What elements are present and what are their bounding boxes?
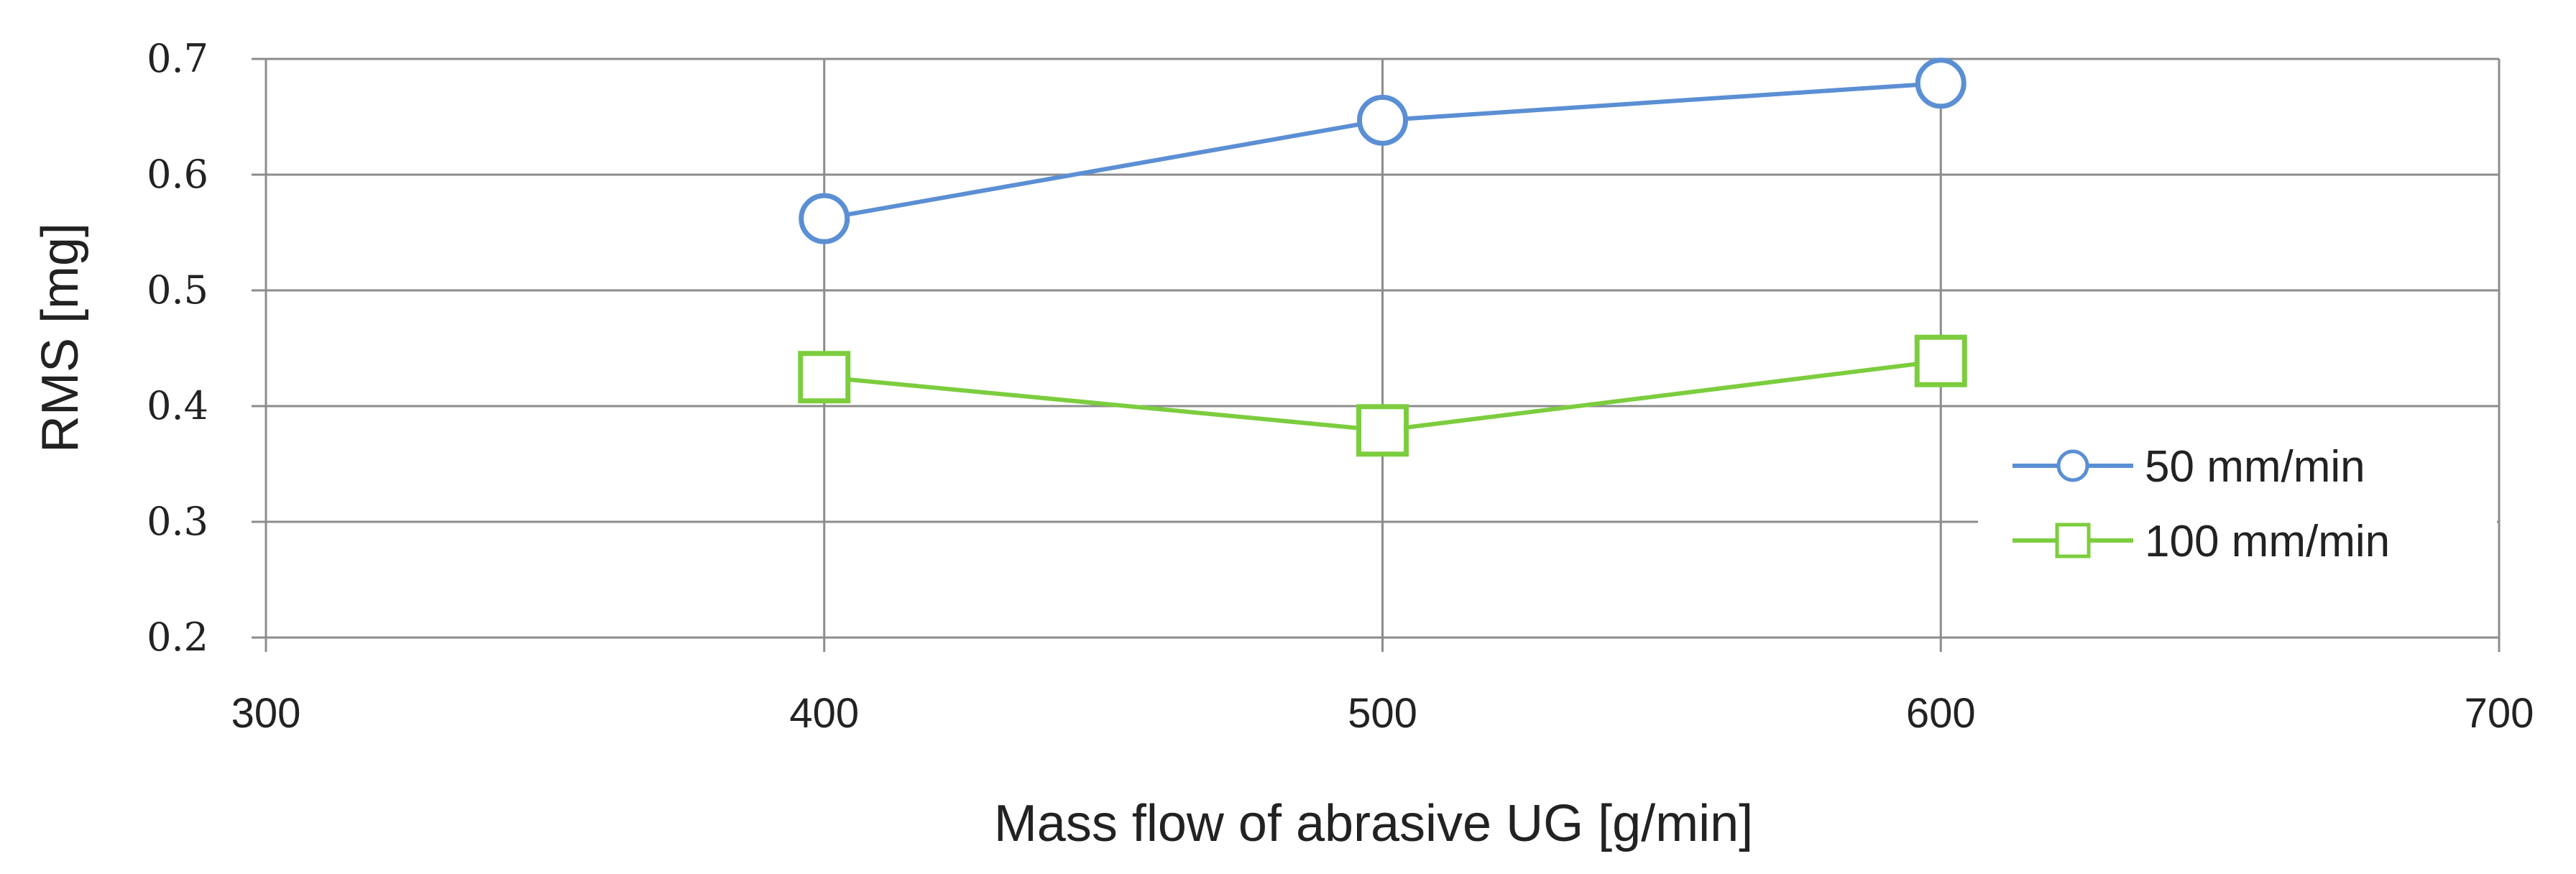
series-50-mm-min (799, 58, 1966, 244)
data-point-square (1914, 334, 1967, 387)
y-axis-title: RMS [mg] (32, 223, 89, 453)
tick-labels: 0.2 0.3 0.4 0.5 0.6 0.7 300 400 500 600 700 (147, 36, 2534, 737)
series-layer (798, 58, 1967, 457)
legend-marker-square (2055, 523, 2091, 558)
legend-marker-circle (2056, 449, 2089, 482)
data-point-circle (1357, 94, 1408, 146)
y-tick-label: 0.5 (147, 267, 208, 313)
legend-item-50-mm-min: 50 mm/min (2012, 442, 2365, 492)
x-tick-label: 300 (231, 690, 301, 737)
legend: 50 mm/min 100 mm/min (1978, 418, 2497, 582)
x-tick-label: 700 (2465, 690, 2534, 737)
legend-item-100-mm-min: 100 mm/min (2012, 517, 2390, 566)
y-tick-label: 0.6 (147, 152, 208, 197)
x-tick-label: 600 (1906, 690, 1976, 737)
x-tick-label: 400 (789, 690, 859, 737)
data-point-circle (799, 193, 850, 244)
data-point-square (798, 351, 851, 404)
legend-label: 50 mm/min (2145, 442, 2365, 492)
data-point-circle (1915, 58, 1966, 109)
x-axis-title: Mass flow of abrasive UG [g/min] (994, 795, 1753, 852)
y-tick-label: 0.3 (147, 499, 208, 544)
series-100-mm-min (798, 334, 1967, 457)
data-point-square (1356, 404, 1409, 457)
y-tick-label: 0.4 (147, 383, 208, 428)
legend-label: 100 mm/min (2145, 517, 2390, 566)
y-tick-label: 0.7 (147, 36, 208, 81)
x-tick-label: 500 (1348, 690, 1417, 737)
y-tick-label: 0.2 (147, 615, 208, 660)
